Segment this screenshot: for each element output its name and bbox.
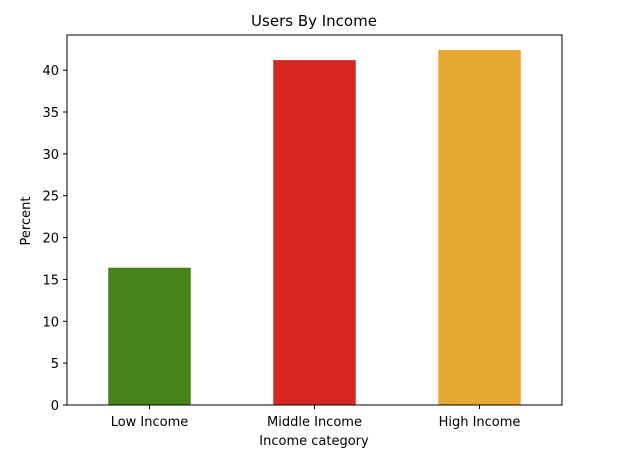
chart-title: Users By Income — [251, 12, 377, 30]
y-tick-label: 25 — [42, 190, 59, 205]
x-tick-label: High Income — [439, 415, 521, 430]
x-tick-label: Low Income — [111, 415, 189, 430]
bar-series — [108, 50, 521, 406]
y-tick-label: 15 — [42, 273, 59, 288]
y-tick-label: 0 — [51, 399, 59, 414]
x-tick-label: Middle Income — [267, 415, 362, 430]
y-axis: 0 5 10 15 20 25 30 35 40 — [42, 64, 67, 414]
bar-high-income — [438, 50, 521, 406]
y-axis-label: Percent — [19, 197, 34, 246]
y-tick-label: 20 — [42, 232, 59, 247]
plot-frame — [66, 34, 563, 406]
y-tick-label: 5 — [51, 357, 59, 372]
y-tick-label: 30 — [42, 148, 59, 163]
y-tick-label: 10 — [42, 315, 59, 330]
y-tick-label: 40 — [42, 64, 59, 79]
x-axis: Low Income Middle Income High Income — [111, 405, 521, 430]
x-axis-label: Income category — [259, 434, 369, 449]
y-tick-label: 35 — [42, 106, 59, 121]
bar-low-income — [108, 267, 191, 405]
bar-middle-income — [273, 60, 356, 405]
